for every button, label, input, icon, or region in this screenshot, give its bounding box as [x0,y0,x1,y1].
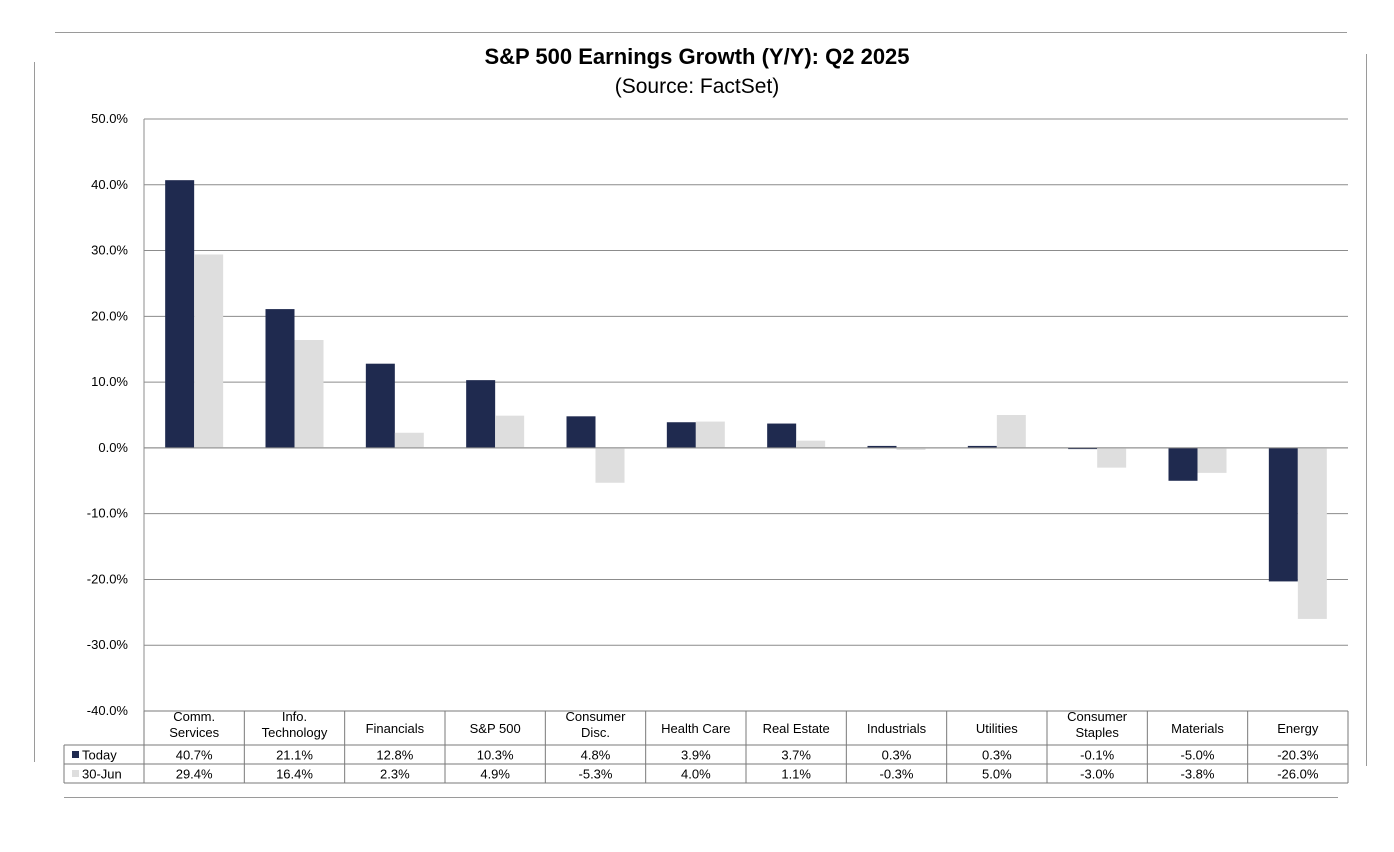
data-label-30-jun: 4.0% [681,767,711,782]
data-label-today: -0.1% [1080,748,1114,763]
y-tick-label: -10.0% [87,506,129,521]
category-label-consumer-staples: Consumer [1067,709,1128,724]
legend-swatch-today [72,751,79,758]
data-label-today: -5.0% [1181,748,1215,763]
bar-today-materials [1168,447,1198,481]
y-tick-label: 30.0% [91,243,128,258]
frame-bottom-line [64,797,1338,798]
bar-30-jun-materials [1197,447,1227,473]
y-tick-label: -20.0% [87,571,129,586]
category-label-consumer-disc: Disc. [581,725,610,740]
legend-label-30-jun: 30-Jun [82,767,122,782]
data-label-30-jun: 1.1% [781,767,811,782]
category-label-consumer-disc: Consumer [566,709,627,724]
data-label-30-jun: -0.3% [880,767,914,782]
category-label-info-technology: Info. [282,709,307,724]
legend-label-today: Today [82,748,117,763]
bar-30-jun-s-p-500 [495,415,525,448]
frame-right-line [1366,54,1367,766]
y-axis: 50.0% 40.0% 30.0% 20.0% 10.0% 0.0% -10.0% -20.0… [87,111,145,718]
bar-30-jun-health-care [695,421,725,448]
data-label-30-jun: -3.0% [1080,767,1114,782]
category-label-comm-services: Comm. [173,709,215,724]
bar-today-utilities [967,445,997,448]
gridlines [144,118,1348,712]
y-tick-label: 40.0% [91,177,128,192]
bar-today-comm-services [165,180,195,448]
data-table: Comm.Services Info.Technology Financials S&… [63,709,1349,784]
category-label-energy: Energy [1277,721,1319,736]
frame-left-line [34,62,35,762]
bar-30-jun-industrials [896,447,926,450]
bar-30-jun-utilities [996,415,1026,448]
data-label-30-jun: 29.4% [176,767,213,782]
data-label-today: -20.3% [1277,748,1319,763]
data-label-today: 4.8% [581,748,611,763]
category-label-real-estate: Real Estate [763,721,830,736]
category-label-materials: Materials [1171,721,1224,736]
y-tick-label: -30.0% [87,637,129,652]
y-tick-label: 0.0% [98,440,128,455]
category-label-financials: Financials [366,721,425,736]
category-label-comm-services: Services [169,725,219,740]
bar-30-jun-consumer-staples [1097,447,1127,468]
data-label-today: 0.3% [982,748,1012,763]
y-tick-label: -40.0% [87,703,129,718]
frame-top-line [55,32,1347,33]
bar-30-jun-financials [394,432,424,448]
y-tick-label: 10.0% [91,374,128,389]
bar-30-jun-real-estate [796,440,826,448]
bar-today-health-care [666,422,696,448]
category-label-consumer-staples: Staples [1075,725,1119,740]
data-label-today: 3.7% [781,748,811,763]
category-label-health-care: Health Care [661,721,730,736]
bar-30-jun-energy [1297,447,1327,619]
data-label-30-jun: 2.3% [380,767,410,782]
category-label-utilities: Utilities [976,721,1018,736]
legend-swatch-30-jun [72,770,79,777]
data-label-30-jun: -3.8% [1181,767,1215,782]
y-tick-label: 20.0% [91,308,128,323]
category-label-s-p-500: S&P 500 [470,721,521,736]
bar-today-financials [365,363,395,448]
data-label-30-jun: 16.4% [276,767,313,782]
bar-30-jun-info-technology [294,340,324,448]
data-label-30-jun: 5.0% [982,767,1012,782]
bar-30-jun-comm-services [194,254,224,448]
data-label-today: 40.7% [176,748,213,763]
bar-30-jun-consumer-disc [595,447,625,483]
chart-subtitle: (Source: FactSet) [614,75,780,98]
bar-today-consumer-disc [566,416,596,448]
data-label-today: 10.3% [477,748,514,763]
bar-today-s-p-500 [466,380,496,448]
bars [144,180,1348,619]
y-tick-label: 50.0% [91,111,128,126]
category-label-industrials: Industrials [867,721,927,736]
category-label-info-technology: Technology [262,725,328,740]
bar-today-info-technology [265,309,295,448]
bar-today-industrials [867,445,897,448]
data-label-30-jun: -5.3% [579,767,613,782]
data-label-today: 3.9% [681,748,711,763]
data-label-30-jun: 4.9% [480,767,510,782]
bar-today-energy [1268,447,1298,582]
data-label-30-jun: -26.0% [1277,767,1319,782]
chart-title: S&P 500 Earnings Growth (Y/Y): Q2 2025 [484,44,910,69]
data-label-today: 12.8% [376,748,413,763]
bar-today-real-estate [767,423,797,448]
data-label-today: 21.1% [276,748,313,763]
data-label-today: 0.3% [882,748,912,763]
bar-today-consumer-staples [1068,447,1098,450]
